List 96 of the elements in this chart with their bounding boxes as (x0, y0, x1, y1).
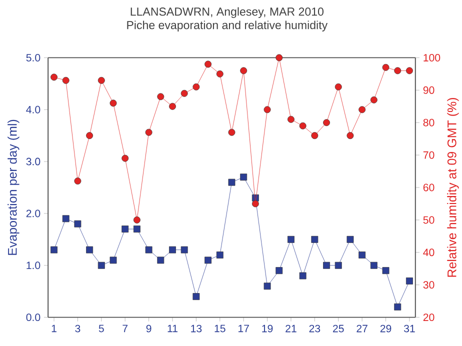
x-tick-label: 15 (214, 324, 226, 332)
y2-tick-label: 30 (423, 281, 434, 289)
y2-tick-label: 100 (424, 54, 440, 62)
y2-tick-label: 20 (423, 314, 434, 321)
point (50, 246, 58, 254)
y-tick-label: 5.0 (26, 54, 40, 62)
x-tick-label: 13 (191, 324, 202, 332)
point (62, 76, 70, 84)
point (370, 262, 378, 269)
point (74, 177, 82, 184)
point (346, 132, 354, 139)
point (180, 90, 188, 97)
x-tick-label: 19 (262, 324, 273, 332)
point (323, 119, 330, 126)
point (370, 96, 378, 104)
x-tick-label: 11 (168, 324, 178, 332)
point (334, 83, 342, 90)
point (133, 216, 140, 224)
point (157, 93, 164, 100)
y2-tick-label: 90 (423, 86, 434, 94)
point (240, 174, 248, 181)
x-tick-label: 17 (238, 324, 249, 332)
point (122, 225, 129, 232)
point (204, 60, 212, 68)
point (169, 246, 176, 254)
point (346, 236, 354, 243)
point (145, 128, 152, 136)
point (288, 116, 294, 123)
point (228, 128, 236, 136)
point (276, 54, 283, 62)
x-tick-label: 7 (122, 324, 128, 332)
point (358, 106, 366, 114)
y2-tick-label: 60 (423, 184, 434, 192)
point (192, 293, 200, 300)
point (276, 267, 283, 274)
point (180, 246, 188, 254)
chart-title: LLANSADWRN, Anglesey, MAR 2010 (130, 7, 324, 18)
point (122, 154, 129, 162)
point (169, 102, 176, 110)
y2-tick-label: 70 (423, 151, 434, 159)
point (216, 70, 224, 78)
y-tick-label: 1.0 (26, 262, 40, 270)
chart-subtitle: Piche evaporation and relative humidity (127, 20, 328, 32)
y2-tick-label: 80 (423, 118, 434, 126)
point (228, 178, 236, 186)
point (406, 277, 413, 284)
point (311, 132, 318, 139)
point (358, 251, 366, 258)
y-tick-label: 0.0 (26, 314, 40, 321)
x-tick-label: 23 (309, 324, 320, 332)
point (192, 83, 200, 90)
y-tick-label: 3.0 (26, 158, 40, 166)
point (299, 122, 306, 130)
x-tick-label: 3 (75, 324, 80, 332)
point (133, 225, 140, 232)
y2-axis-title: Relative humidity at 09 GMT (%) (447, 98, 459, 277)
x-tick-label: 21 (286, 324, 296, 332)
x-tick-label: 25 (333, 324, 344, 332)
x-tick-label: 29 (380, 324, 392, 332)
point (334, 262, 342, 269)
point (394, 67, 402, 74)
x-tick-label: 27 (356, 324, 368, 332)
y-axis-title: Evaporation per day (ml) (8, 120, 20, 255)
point (252, 200, 259, 208)
point (98, 76, 105, 84)
point (311, 236, 318, 243)
point (110, 256, 117, 264)
point (145, 246, 152, 254)
point (74, 220, 82, 228)
point (50, 74, 58, 81)
y-tick-label: 4.0 (26, 106, 40, 114)
point (382, 64, 390, 71)
point (394, 303, 402, 310)
point (288, 236, 294, 243)
point (86, 132, 94, 139)
point (264, 106, 271, 114)
point (406, 67, 413, 74)
y-tick-label: 2.0 (26, 210, 40, 218)
point (216, 251, 224, 258)
x-tick-label: 5 (98, 324, 104, 332)
point (240, 67, 248, 74)
y2-tick-label: 50 (423, 216, 434, 224)
point (323, 262, 330, 269)
x-tick-label: 9 (146, 324, 152, 332)
point (299, 272, 306, 280)
y2-tick-label: 40 (423, 248, 434, 256)
x-tick-label: 31 (404, 324, 415, 332)
point (86, 246, 94, 254)
point (157, 256, 164, 264)
point (110, 100, 117, 107)
point (204, 256, 212, 264)
x-tick-label: 1 (52, 324, 56, 332)
point (382, 267, 390, 274)
point (98, 262, 105, 269)
point (264, 282, 271, 290)
point (62, 215, 70, 222)
